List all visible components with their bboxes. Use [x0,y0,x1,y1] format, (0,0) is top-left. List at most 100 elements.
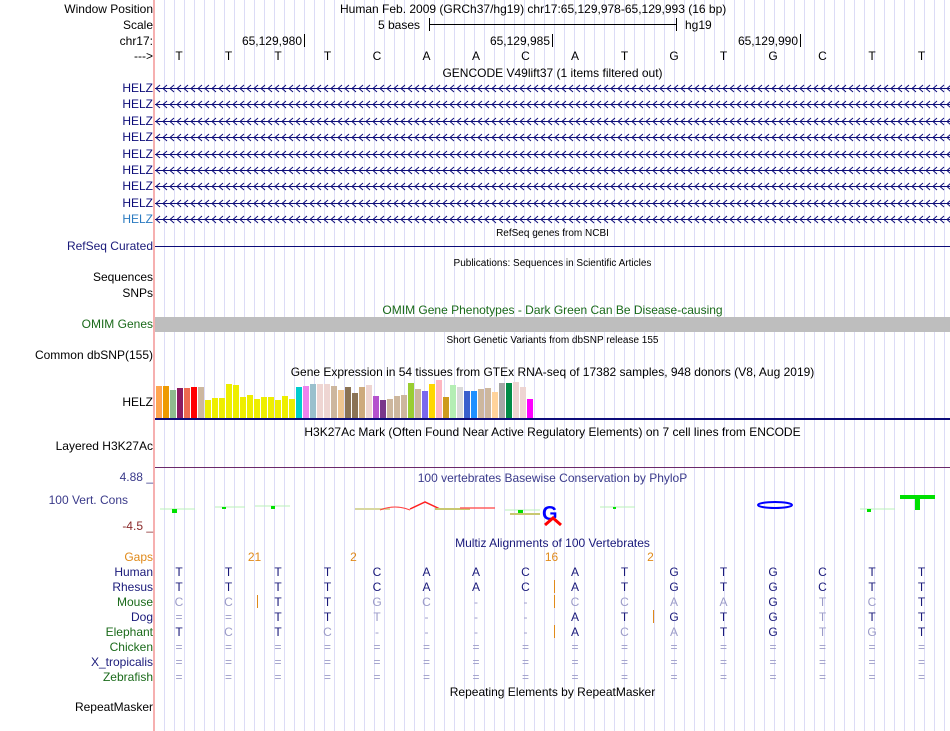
gencode-gene-label[interactable]: HELZ [122,113,153,128]
gencode-gene-arrow-line[interactable] [155,100,950,110]
gtex-tissue-bar[interactable] [506,383,512,418]
gtex-tissue-bar[interactable] [373,396,379,418]
gtex-tissue-bar[interactable] [513,381,519,418]
aligned-base: = [472,640,480,654]
gtex-tissue-bar[interactable] [352,392,358,418]
gencode-gene-arrow-line[interactable] [155,198,950,208]
gtex-tissue-bar[interactable] [163,386,169,418]
gtex-tissue-bar[interactable] [303,386,309,418]
gtex-tissue-bar[interactable] [247,395,253,418]
dbsnp-label[interactable]: Common dbSNP(155) [34,348,153,362]
gencode-gene-label[interactable]: HELZ [122,97,153,112]
gtex-tissue-bar[interactable] [331,386,337,418]
gtex-tissue-bar[interactable] [268,397,274,418]
gtex-tissue-bar[interactable] [338,389,344,418]
gtex-tissue-bar[interactable] [219,398,225,418]
gtex-tissue-bar[interactable] [429,384,435,418]
species-label[interactable]: Chicken [109,640,153,654]
gtex-tissue-bar[interactable] [457,387,463,418]
gtex-tissue-bar[interactable] [415,389,421,418]
gtex-tissue-bar[interactable] [212,398,218,418]
sequences-label[interactable]: Sequences [92,270,153,284]
gtex-gene-label[interactable]: HELZ [122,395,153,409]
species-label[interactable]: Human [114,565,153,579]
species-label[interactable]: Mouse [116,595,153,609]
gencode-gene-arrow-line[interactable] [155,133,950,143]
gtex-tissue-bar[interactable] [443,397,449,418]
refseq-label[interactable]: RefSeq Curated [66,239,153,253]
gtex-tissue-bar[interactable] [366,384,372,418]
species-label[interactable]: Rhesus [112,580,153,594]
aligned-base: - [424,625,429,639]
gtex-tissue-bar[interactable] [492,392,498,418]
gencode-gene-label[interactable]: HELZ [122,195,153,210]
aligned-base: T [175,565,183,579]
gtex-tissue-bar[interactable] [408,383,414,418]
gtex-tissue-bar[interactable] [478,389,484,418]
gtex-tissue-bar[interactable] [205,400,211,418]
aligned-base: T [818,625,827,639]
gencode-gene-label[interactable]: HELZ [122,163,153,177]
gencode-gene-arrow-line[interactable] [155,182,950,192]
gap-count: 21 [247,550,262,564]
h3k27ac-label[interactable]: Layered H3K27Ac [55,439,153,453]
species-label[interactable]: Dog [130,610,153,624]
gtex-tissue-bar[interactable] [240,397,246,418]
gencode-gene-label[interactable]: HELZ [122,212,153,227]
gtex-tissue-bar[interactable] [450,384,456,418]
gtex-tissue-bar[interactable] [289,399,295,418]
gtex-tissue-bar[interactable] [485,387,491,418]
gtex-tissue-bar[interactable] [282,396,288,418]
omim-gene-bar[interactable] [155,317,950,332]
gencode-gene-label[interactable]: HELZ [122,81,153,95]
gencode-gene-arrow-line[interactable] [155,116,950,126]
aligned-base: - [474,595,478,609]
gencode-gene-label[interactable]: HELZ [122,179,153,194]
gtex-tissue-bar[interactable] [422,391,428,418]
gencode-gene-arrow-line[interactable] [155,149,950,159]
repeatmasker-label[interactable]: RepeatMasker [74,700,153,714]
gencode-gene-label[interactable]: HELZ [122,130,153,145]
gtex-tissue-bar[interactable] [527,399,533,418]
gtex-tissue-bar[interactable] [317,384,323,418]
gtex-tissue-bar[interactable] [401,395,407,418]
cons-label[interactable]: 100 Vert. Cons [48,493,128,507]
species-label[interactable]: X_tropicalis [90,655,153,669]
gtex-tissue-bar[interactable] [436,380,442,418]
refseq-gene-line[interactable] [155,246,950,247]
gtex-tissue-bar[interactable] [233,384,239,418]
species-label[interactable]: Zebrafish [102,670,153,684]
gencode-gene-arrow-line[interactable] [155,84,950,93]
gtex-tissue-bar[interactable] [226,384,232,418]
gtex-tissue-bar[interactable] [254,399,260,418]
gtex-tissue-bar[interactable] [380,400,386,418]
gtex-tissue-bar[interactable] [345,387,351,418]
snps-label[interactable]: SNPs [122,286,153,300]
gtex-tissue-bar[interactable] [261,397,267,418]
gtex-tissue-bar[interactable] [387,399,393,418]
gtex-tissue-bar[interactable] [198,387,204,418]
gencode-gene-arrow-line[interactable] [155,166,950,175]
gtex-tissue-bar[interactable] [464,391,470,418]
gtex-tissue-bar[interactable] [177,387,183,418]
gtex-tissue-bar[interactable] [156,386,162,418]
gtex-tissue-bar[interactable] [184,387,190,418]
gencode-gene-label[interactable]: HELZ [122,146,153,161]
gtex-tissue-bar[interactable] [310,384,316,418]
species-label[interactable]: Elephant [105,625,153,639]
aligned-base: = [521,655,529,669]
gtex-tissue-bar[interactable] [520,387,526,418]
gtex-tissue-bar[interactable] [499,383,505,418]
gtex-tissue-bar[interactable] [170,389,176,418]
gencode-gene-arrow-line[interactable] [155,215,950,225]
gtex-tissue-bar[interactable] [471,391,477,418]
gtex-bar-chart[interactable] [156,380,536,418]
gtex-tissue-bar[interactable] [394,396,400,418]
gtex-tissue-bar[interactable] [296,387,302,418]
gtex-tissue-bar[interactable] [191,387,197,418]
gtex-tissue-bar[interactable] [359,387,365,418]
omim-label[interactable]: OMIM Genes [81,317,153,331]
gtex-tissue-bar[interactable] [324,384,330,418]
gtex-tissue-bar[interactable] [275,400,281,418]
